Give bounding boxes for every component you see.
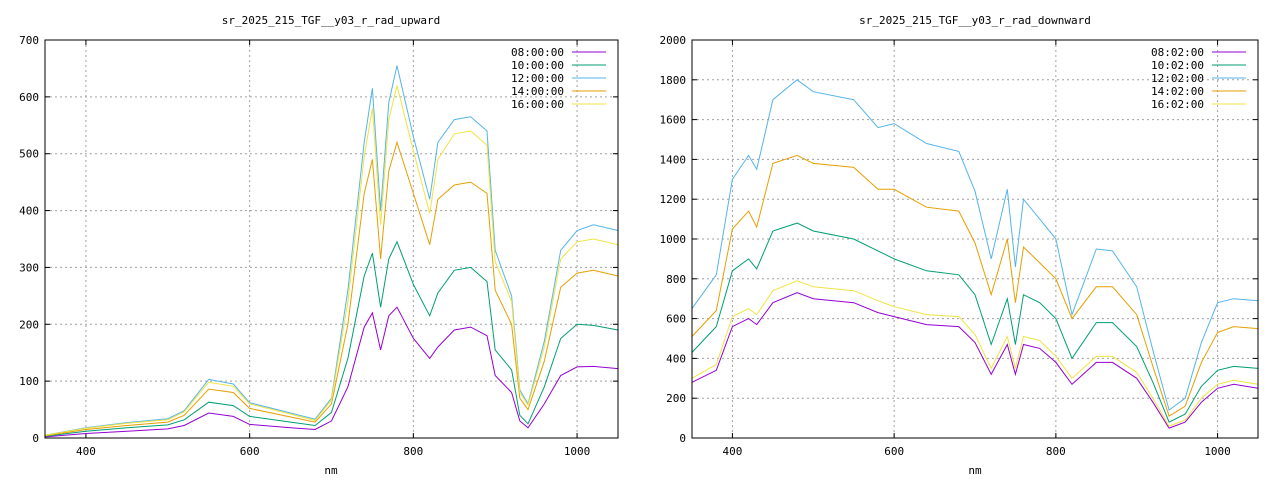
left-plot-area: 0 100 200 300 400 500 600 700 400 600 800 1000 08:00… bbox=[19, 34, 619, 458]
right-plot-area: 0 200 400 600 800 1000 1200 1400 1600 1800 2000 400… bbox=[660, 34, 1259, 458]
left-series-line-4 bbox=[44, 85, 619, 436]
right-legend-label: 08:02:00 bbox=[1151, 46, 1204, 59]
right-y-tick-label: 1000 bbox=[660, 233, 687, 246]
left-x-tick-label: 400 bbox=[76, 445, 96, 458]
right-legend-label: 12:02:00 bbox=[1151, 72, 1204, 85]
left-series-line-1 bbox=[44, 240, 619, 437]
right-x-tick-label: 600 bbox=[884, 445, 904, 458]
right-y-tick-label: 2000 bbox=[660, 34, 687, 47]
right-series-line-0 bbox=[691, 292, 1259, 429]
left-plot-frame bbox=[44, 39, 619, 439]
right-y-tick-label: 200 bbox=[666, 392, 686, 405]
right-x-tick-label: 400 bbox=[722, 445, 742, 458]
right-legend-label: 10:02:00 bbox=[1151, 59, 1204, 72]
right-chart: sr_2025_215_TGF__y03_r_rad_downward nm 0… bbox=[660, 14, 1259, 477]
left-y-tick-label: 700 bbox=[19, 34, 39, 47]
right-chart-title: sr_2025_215_TGF__y03_r_rad_downward bbox=[859, 14, 1091, 27]
left-chart-title: sr_2025_215_TGF__y03_r_rad_upward bbox=[222, 14, 441, 27]
left-series-line-2 bbox=[44, 65, 619, 436]
right-chart-x-axis-label: nm bbox=[968, 464, 982, 477]
right-plot-frame bbox=[691, 39, 1259, 439]
left-y-tick-label: 500 bbox=[19, 148, 39, 161]
right-series-line-4 bbox=[691, 280, 1259, 427]
left-series-line-3 bbox=[44, 140, 619, 437]
right-y-tick-label: 0 bbox=[679, 432, 686, 445]
right-legend-label: 14:02:00 bbox=[1151, 85, 1204, 98]
left-legend-label: 12:00:00 bbox=[511, 72, 564, 85]
right-series-line-3 bbox=[691, 154, 1259, 417]
left-y-tick-label: 100 bbox=[19, 375, 39, 388]
left-chart-x-axis-label: nm bbox=[324, 464, 338, 477]
right-y-tick-label: 1200 bbox=[660, 193, 687, 206]
left-y-tick-label: 300 bbox=[19, 261, 39, 274]
right-x-tick-label: 800 bbox=[1046, 445, 1066, 458]
left-chart: sr_2025_215_TGF__y03_r_rad_upward nm 0 10… bbox=[19, 14, 619, 477]
right-legend-label: 16:02:00 bbox=[1151, 98, 1204, 111]
right-y-tick-label: 1800 bbox=[660, 74, 687, 87]
right-series-line-1 bbox=[691, 222, 1259, 423]
left-y-tick-label: 600 bbox=[19, 91, 39, 104]
right-series-line-2 bbox=[691, 79, 1259, 411]
right-y-tick-label: 800 bbox=[666, 273, 686, 286]
left-legend-label: 16:00:00 bbox=[511, 98, 564, 111]
right-y-tick-label: 400 bbox=[666, 352, 686, 365]
left-y-tick-label: 200 bbox=[19, 318, 39, 331]
right-x-tick-label: 1000 bbox=[1204, 445, 1231, 458]
left-legend-label: 14:00:00 bbox=[511, 85, 564, 98]
left-legend-label: 08:00:00 bbox=[511, 46, 564, 59]
right-y-tick-label: 1600 bbox=[660, 114, 687, 127]
right-y-tick-label: 1400 bbox=[660, 153, 687, 166]
left-legend-label: 10:00:00 bbox=[511, 59, 564, 72]
left-y-tick-label: 0 bbox=[32, 432, 39, 445]
left-x-tick-label: 800 bbox=[403, 445, 423, 458]
left-x-tick-label: 1000 bbox=[564, 445, 591, 458]
left-y-tick-label: 400 bbox=[19, 205, 39, 218]
right-y-tick-label: 600 bbox=[666, 313, 686, 326]
left-x-tick-label: 600 bbox=[240, 445, 260, 458]
left-series-line-0 bbox=[44, 306, 619, 438]
